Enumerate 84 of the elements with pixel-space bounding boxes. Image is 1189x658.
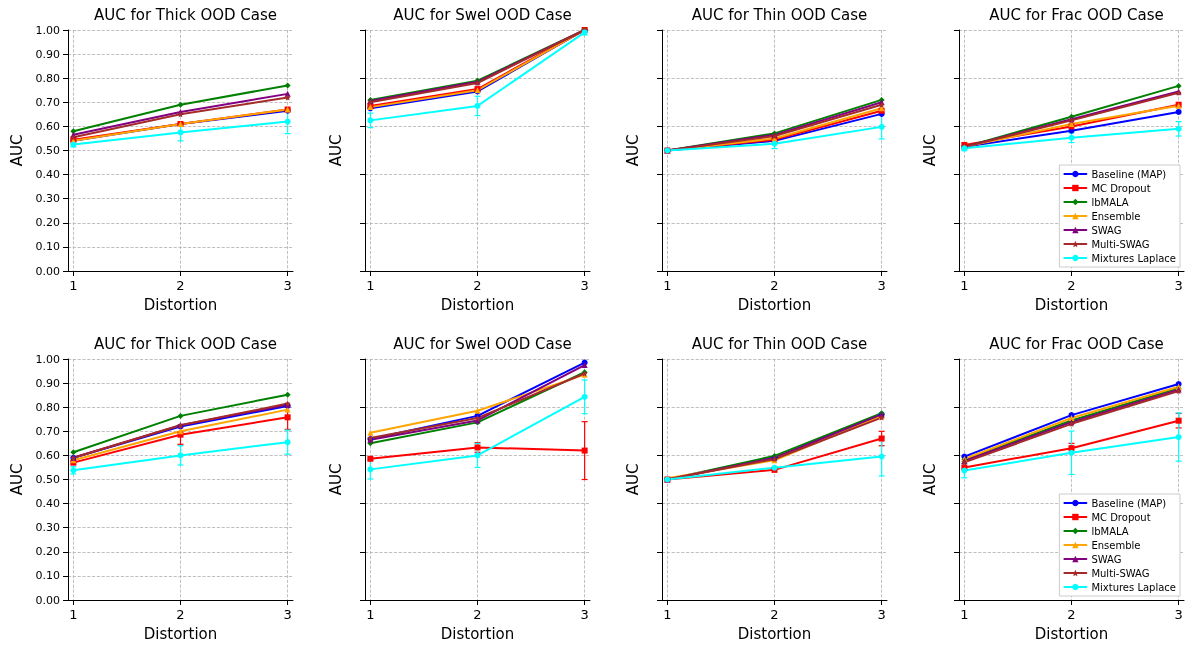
- x-tick-label: 1: [960, 607, 969, 622]
- x-tick-label: 2: [176, 278, 185, 293]
- y-tick-label: 0.50: [35, 473, 60, 486]
- chart-title: AUC for Frac OOD Case: [989, 334, 1164, 353]
- legend-label: SWAG: [1091, 224, 1122, 236]
- x-tick-label: 1: [69, 607, 78, 622]
- x-tick-label: 2: [770, 607, 779, 622]
- x-tick-label: 3: [580, 607, 589, 622]
- y-tick-label: 0.00: [35, 593, 60, 607]
- legend-label: SWAG: [1091, 553, 1122, 565]
- y-axis-title: AUC: [920, 463, 939, 496]
- x-tick-label: 3: [283, 607, 292, 622]
- y-tick-label: 0.10: [35, 569, 60, 583]
- y-tick-label: 0.10: [35, 240, 60, 254]
- y-tick-label: 0.30: [35, 521, 60, 535]
- x-tick-label: 3: [1174, 607, 1183, 622]
- legend-label: lbMALA: [1091, 525, 1129, 537]
- legend-label: Multi-SWAG: [1091, 238, 1150, 250]
- chart-title: AUC for Frac OOD Case: [989, 5, 1164, 24]
- y-tick-label: 0.70: [35, 95, 60, 109]
- x-axis-title: Distortion: [143, 295, 218, 314]
- x-axis-title: Distortion: [440, 624, 515, 643]
- y-axis-title: AUC: [326, 463, 345, 496]
- y-tick-label: 0.70: [35, 424, 60, 438]
- y-tick-label: 0.80: [35, 71, 60, 85]
- y-tick-label: 0.40: [35, 497, 60, 511]
- y-tick-label: 0.90: [35, 376, 60, 390]
- x-tick-label: 3: [283, 278, 292, 293]
- y-tick-label: 1.00: [35, 23, 60, 37]
- y-tick-label: 0.00: [35, 264, 60, 278]
- legend-label: Multi-SWAG: [1091, 567, 1150, 579]
- legend-label: Mixtures Laplace: [1091, 581, 1177, 593]
- y-tick-label: 0.20: [35, 216, 60, 230]
- x-tick-label: 2: [1067, 278, 1076, 293]
- x-tick-label: 1: [366, 607, 375, 622]
- x-axis-title: Distortion: [440, 295, 515, 314]
- y-tick-label: 0.30: [35, 192, 60, 206]
- legend-label: Baseline (MAP): [1091, 168, 1167, 180]
- legend-label: MC Dropout: [1091, 182, 1151, 194]
- chart-title: AUC for Swel OOD Case: [393, 334, 572, 353]
- chart-title: AUC for Thick OOD Case: [93, 334, 278, 353]
- x-tick-label: 3: [877, 607, 886, 622]
- x-axis-title: Distortion: [737, 295, 812, 314]
- legend-label: Ensemble: [1091, 539, 1141, 551]
- y-axis-title: AUC: [326, 134, 345, 167]
- x-axis-title: Distortion: [1034, 295, 1109, 314]
- x-tick-label: 1: [663, 607, 672, 622]
- x-tick-label: 3: [877, 278, 886, 293]
- y-tick-label: 0.40: [35, 168, 60, 182]
- x-tick-label: 2: [176, 607, 185, 622]
- x-tick-label: 1: [663, 278, 672, 293]
- y-tick-label: 0.60: [35, 119, 60, 133]
- legend-label: Mixtures Laplace: [1091, 252, 1177, 264]
- legend-label: MC Dropout: [1091, 511, 1151, 523]
- y-axis-title: AUC: [8, 134, 27, 167]
- x-axis-title: Distortion: [1034, 624, 1109, 643]
- chart-title: AUC for Swel OOD Case: [393, 5, 572, 24]
- chart-title: AUC for Thick OOD Case: [93, 5, 278, 24]
- legend-label: Baseline (MAP): [1091, 497, 1167, 509]
- x-tick-label: 1: [960, 278, 969, 293]
- legend-label: Ensemble: [1091, 210, 1141, 222]
- x-tick-label: 2: [473, 607, 482, 622]
- y-tick-label: 0.50: [35, 144, 60, 157]
- x-tick-label: 2: [1067, 607, 1076, 622]
- y-axis-title: AUC: [8, 463, 27, 496]
- x-tick-label: 2: [473, 278, 482, 293]
- y-tick-label: 0.80: [35, 400, 60, 414]
- x-axis-title: Distortion: [143, 624, 218, 643]
- x-tick-label: 1: [366, 278, 375, 293]
- y-tick-label: 0.20: [35, 545, 60, 559]
- y-axis-title: AUC: [623, 463, 642, 496]
- chart-title: AUC for Thin OOD Case: [691, 334, 868, 353]
- y-axis-title: AUC: [920, 134, 939, 167]
- y-axis-title: AUC: [623, 134, 642, 167]
- x-tick-label: 2: [770, 278, 779, 293]
- y-tick-label: 0.90: [35, 47, 60, 61]
- x-tick-label: 1: [69, 278, 78, 293]
- y-tick-label: 0.60: [35, 448, 60, 462]
- chart-title: AUC for Thin OOD Case: [691, 5, 868, 24]
- x-tick-label: 3: [1174, 278, 1183, 293]
- x-axis-title: Distortion: [737, 624, 812, 643]
- y-tick-label: 1.00: [35, 352, 60, 366]
- x-tick-label: 3: [580, 278, 589, 293]
- legend-label: lbMALA: [1091, 196, 1129, 208]
